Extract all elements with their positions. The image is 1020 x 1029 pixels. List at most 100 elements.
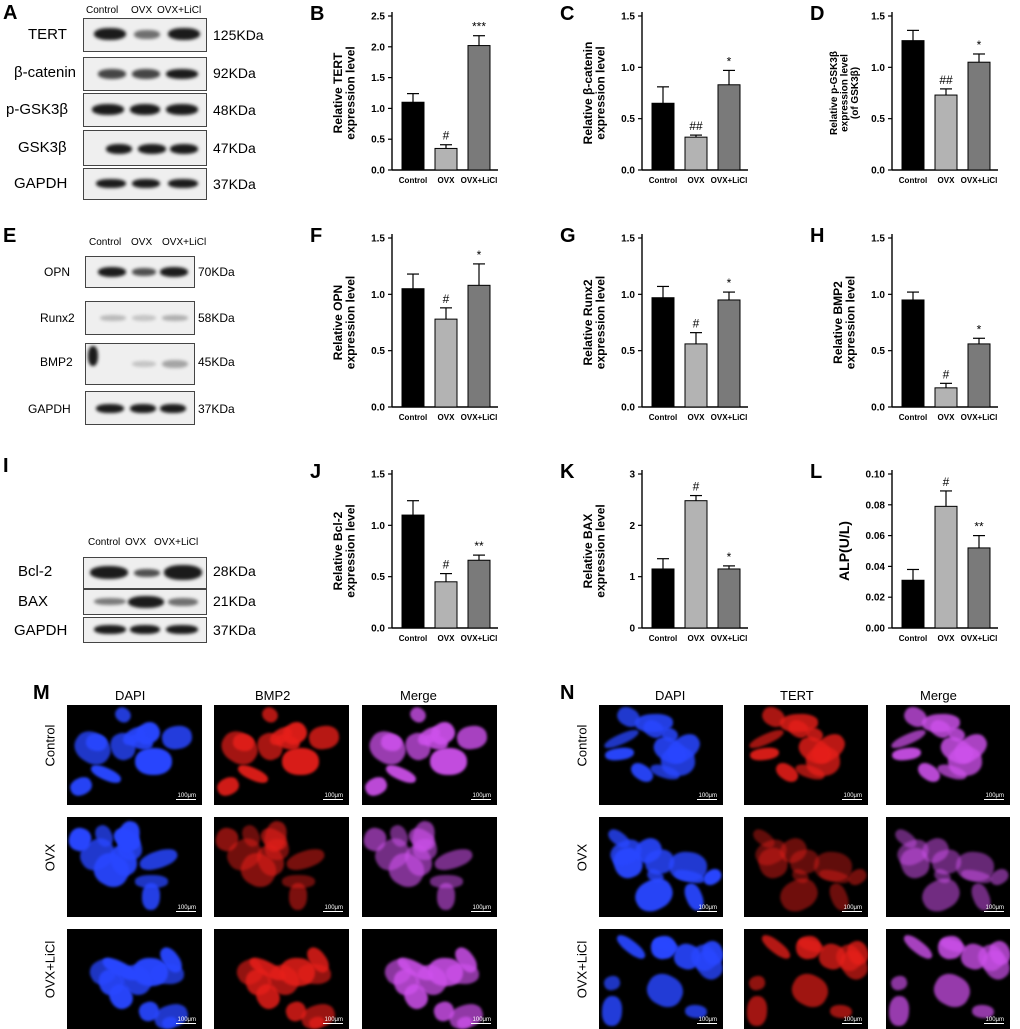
y-tick-label: 0.5 — [871, 346, 885, 357]
panel-letter: H — [810, 225, 824, 247]
y-tick-label: 1.5 — [871, 234, 885, 245]
fluorescence-image: 100μm — [744, 929, 868, 1029]
significance-label: # — [693, 480, 700, 494]
bar — [401, 288, 425, 408]
tissue-region — [746, 995, 768, 1027]
tissue-region — [67, 774, 95, 799]
lane-label: Control — [88, 537, 121, 548]
protein-label: GSK3β — [18, 139, 67, 156]
tissue-region — [135, 747, 173, 776]
fluorescence-image: 100μm — [362, 705, 497, 805]
scale-bar-label: 100μm — [985, 905, 1004, 911]
category-label: OVX — [938, 413, 956, 422]
y-tick-label: 1.0 — [871, 63, 885, 74]
significance-label: # — [693, 317, 700, 331]
y-tick-label: 1.0 — [371, 521, 385, 532]
tissue-region — [259, 705, 281, 726]
y-tick-label: 2.0 — [371, 42, 385, 53]
fluorescence-image: 100μm — [886, 817, 1010, 917]
row-header: Control — [42, 724, 58, 767]
protein-label: TERT — [28, 26, 67, 43]
category-label: OVX+LiCl — [961, 413, 998, 422]
kda-label: 58KDa — [198, 311, 235, 325]
fluorescence-image: 100μm — [362, 817, 497, 917]
y-tick-label: 1.5 — [621, 234, 635, 245]
y-tick-label: 0.5 — [871, 114, 885, 125]
protein-band — [132, 315, 156, 321]
protein-label: GAPDH — [28, 402, 71, 416]
protein-band — [96, 179, 126, 188]
bar — [467, 284, 491, 408]
if-grid-m: DAPI BMP2 Merge Control OVX OVX+LiCl 100… — [40, 688, 510, 1029]
y-tick-label: 0.0 — [371, 624, 385, 635]
category-label: Control — [649, 176, 677, 185]
if-grid-n: DAPI TERT Merge Control OVX OVX+LiCl 100… — [570, 688, 1015, 1029]
scale-bar: 100μm — [323, 905, 343, 912]
category-label: OVX — [688, 176, 706, 185]
scale-bar-line — [842, 799, 862, 800]
protein-band — [160, 267, 188, 277]
significance-label: * — [727, 550, 732, 564]
bar — [967, 61, 991, 171]
scale-bar-label: 100μm — [985, 1017, 1004, 1023]
scale-bar-label: 100μm — [324, 1017, 343, 1023]
tissue-region — [759, 931, 794, 963]
protein-band — [164, 565, 202, 580]
fluorescence-image: 100μm — [599, 705, 723, 805]
y-tick-label: 2.5 — [371, 12, 385, 23]
protein-band — [160, 404, 186, 413]
lane-label: Control — [89, 237, 122, 248]
fluorescence-image: 100μm — [886, 929, 1010, 1029]
scale-bar: 100μm — [176, 1017, 196, 1024]
panel-letter: L — [810, 461, 822, 483]
tissue-region — [889, 974, 910, 993]
scale-bar: 100μm — [984, 793, 1004, 800]
y-axis-label-line: (of GSK3β) — [850, 67, 861, 119]
protein-label: GAPDH — [14, 622, 68, 639]
scale-bar-label: 100μm — [698, 1017, 717, 1023]
bar — [901, 40, 925, 171]
y-tick-label: 0.0 — [871, 166, 885, 177]
protein-label: Runx2 — [40, 311, 75, 325]
category-label: Control — [649, 413, 677, 422]
category-label: OVX+LiCl — [711, 176, 748, 185]
tissue-region — [112, 705, 134, 726]
kda-label: 45KDa — [198, 355, 235, 369]
bar — [934, 94, 958, 171]
scale-bar-line — [697, 799, 717, 800]
protein-band — [92, 104, 124, 115]
y-tick-label: 1 — [629, 572, 635, 583]
chart-svg: L 0.00 0.02 0.04 0.06 0.08 0.10 ALP(U/L) Control… — [810, 461, 998, 643]
protein-band — [130, 404, 156, 413]
category-label: OVX — [438, 634, 456, 643]
bar — [434, 318, 458, 408]
bar-chart-b: B 0.0 0.5 1.0 1.5 2.0 2.5 Relative TERTexpressi… — [300, 0, 535, 200]
chart-svg: J 0.0 0.5 1.0 1.5 Relative Bcl-2expression le… — [310, 461, 498, 643]
blot-strip — [83, 130, 207, 166]
scale-bar-line — [697, 911, 717, 912]
y-axis-label: Relative BMP2expression level — [831, 276, 858, 369]
y-tick-label: 0.06 — [866, 531, 886, 542]
protein-band — [170, 144, 198, 154]
y-axis-label-line: Relative BAX — [581, 514, 595, 589]
fluorescence-image: 100μm — [886, 705, 1010, 805]
scale-bar: 100μm — [176, 905, 196, 912]
panel-letter-n: N — [560, 682, 575, 704]
kda-label: 48KDa — [213, 102, 256, 118]
significance-label: ** — [974, 520, 984, 534]
bar-chart-j: J 0.0 0.5 1.0 1.5 Relative Bcl-2expression le… — [300, 458, 535, 658]
category-label: OVX+LiCl — [961, 176, 998, 185]
kda-label: 21KDa — [213, 593, 256, 609]
scale-bar: 100μm — [697, 1017, 717, 1024]
y-axis-label-line: expression level — [344, 504, 358, 597]
column-header: DAPI — [655, 688, 686, 703]
bar — [684, 343, 708, 408]
category-label: OVX — [938, 634, 956, 643]
panel-letter: G — [560, 225, 576, 247]
significance-label: * — [977, 38, 982, 52]
category-label: OVX — [688, 634, 706, 643]
blot-strip — [83, 589, 207, 615]
significance-label: * — [727, 276, 732, 290]
fluorescence-image: 100μm — [67, 929, 202, 1029]
column-header: DAPI — [115, 688, 146, 703]
